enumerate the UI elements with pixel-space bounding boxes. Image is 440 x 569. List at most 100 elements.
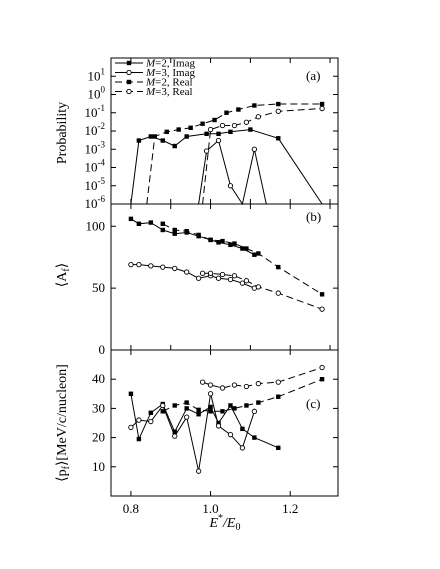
y-tick-label: 10-5 xyxy=(85,176,106,193)
panel-c-label: (c) xyxy=(306,396,320,411)
data-point-m-3-real xyxy=(255,380,262,387)
panel-b-plot: 0 50 100 xyxy=(86,204,338,357)
data-point-m-2-real xyxy=(200,121,205,126)
data-point-m-3-real xyxy=(255,284,262,290)
series-line-m-3-real xyxy=(202,108,323,205)
data-point-m-2-imag xyxy=(228,129,233,135)
data-point-m-2-imag xyxy=(160,138,165,143)
data-point-m-3-real xyxy=(231,382,238,388)
data-point-m-2-imag xyxy=(216,420,221,426)
legend-label: M=3, Real xyxy=(145,86,193,98)
series-line-m-2-real xyxy=(146,103,323,205)
data-point-m-2-real xyxy=(232,406,237,411)
data-point-m-2-imag xyxy=(276,136,281,141)
legend-label: M=3, Imag xyxy=(145,67,195,79)
data-point-m-2-imag xyxy=(136,436,142,442)
data-point-m-2-real xyxy=(220,409,225,414)
data-point-m-3-real xyxy=(243,383,250,390)
data-point-m-3-real xyxy=(219,271,226,278)
data-point-m-3-imag xyxy=(148,263,154,269)
data-point-m-2-imag xyxy=(148,220,154,225)
data-point-m-2-imag xyxy=(248,127,253,132)
data-point-m-3-real xyxy=(243,278,250,284)
data-point-m-2-real xyxy=(256,400,261,405)
data-point-m-3-imag xyxy=(128,261,134,268)
data-point-m-3-real xyxy=(207,270,214,276)
legend-marker xyxy=(126,88,132,95)
panel-b-frame xyxy=(110,203,339,351)
data-point-m-3-imag xyxy=(227,183,234,189)
y-tick-label: 10-1 xyxy=(85,103,106,120)
data-point-m-2-real xyxy=(252,103,257,108)
data-point-m-2-real xyxy=(164,129,169,135)
data-point-m-2-real xyxy=(208,237,213,243)
data-point-m-3-real xyxy=(319,364,325,371)
data-point-m-3-real xyxy=(319,105,325,112)
data-point-m-3-real xyxy=(275,379,281,385)
data-point-m-2-imag xyxy=(160,227,165,233)
y-tick-label: 20 xyxy=(92,430,105,445)
data-point-m-3-imag xyxy=(215,137,222,144)
data-point-m-2-real xyxy=(220,238,225,244)
series-line-m-3-imag xyxy=(130,393,255,472)
data-point-m-3-imag xyxy=(215,423,222,429)
data-point-m-3-real xyxy=(255,114,262,120)
data-point-m-3-imag xyxy=(128,424,134,431)
data-point-m-2-real xyxy=(172,403,177,408)
panel-a-ylabel: Probability xyxy=(55,102,70,164)
data-point-m-3-real xyxy=(231,122,238,129)
data-point-m-3-real xyxy=(199,379,206,385)
data-point-m-2-real xyxy=(184,400,189,405)
legend-marker xyxy=(126,79,132,85)
data-point-m-3-real xyxy=(275,108,281,114)
panel-c-ylabel: ⟨pf⟩[MeV/c/nucleon] xyxy=(55,364,72,482)
data-point-m-2-real xyxy=(319,377,325,382)
data-point-m-3-imag xyxy=(136,417,142,423)
y-tick-label: 10-2 xyxy=(85,121,106,138)
x-tick-label: 1.2 xyxy=(282,501,298,516)
data-point-m-3-real xyxy=(231,273,238,279)
data-point-m-2-real xyxy=(319,292,325,297)
series-line-m-2-imag xyxy=(130,129,323,205)
data-point-m-2-real xyxy=(319,101,325,107)
y-tick-label: 10-6 xyxy=(85,194,106,211)
panel-b-label: (b) xyxy=(306,209,321,224)
data-point-m-2-imag xyxy=(172,143,177,149)
data-point-m-3-imag xyxy=(203,148,210,154)
data-point-m-3-imag xyxy=(239,280,246,286)
data-point-m-3-imag xyxy=(251,146,258,152)
data-point-m-2-real xyxy=(276,101,281,107)
y-tick-label: 40 xyxy=(92,371,105,386)
data-point-m-3-real xyxy=(243,119,250,125)
data-point-m-2-imag xyxy=(148,134,154,139)
data-point-m-3-imag xyxy=(195,468,202,474)
data-point-m-2-real xyxy=(160,221,165,226)
data-point-m-2-real xyxy=(176,127,181,132)
y-tick-label: 30 xyxy=(92,400,105,415)
y-tick-label: 10-4 xyxy=(85,158,106,175)
data-point-m-2-real xyxy=(224,110,229,115)
data-point-m-2-real xyxy=(244,246,249,251)
x-tick-label: 1.0 xyxy=(202,501,218,516)
data-point-m-3-imag xyxy=(195,275,202,281)
data-point-m-2-real xyxy=(184,229,189,234)
data-point-m-3-imag xyxy=(215,275,222,281)
data-point-m-2-real xyxy=(196,407,201,413)
data-point-m-2-imag xyxy=(184,134,189,139)
data-point-m-2-real xyxy=(256,251,261,256)
data-point-m-3-imag xyxy=(184,414,190,420)
data-point-m-2-imag xyxy=(196,412,201,417)
data-point-m-3-imag xyxy=(239,445,246,451)
data-point-m-2-imag xyxy=(172,231,177,236)
data-point-m-2-imag xyxy=(128,391,134,396)
data-point-m-2-imag xyxy=(252,252,257,257)
data-point-m-2-imag xyxy=(208,404,213,410)
data-point-m-3-imag xyxy=(227,432,234,438)
y-tick-label: 50 xyxy=(92,280,105,295)
data-point-m-3-real xyxy=(275,290,281,296)
data-point-m-2-imag xyxy=(148,410,154,415)
series-line-m-3-real xyxy=(202,272,323,310)
data-point-m-2-real xyxy=(276,394,281,399)
